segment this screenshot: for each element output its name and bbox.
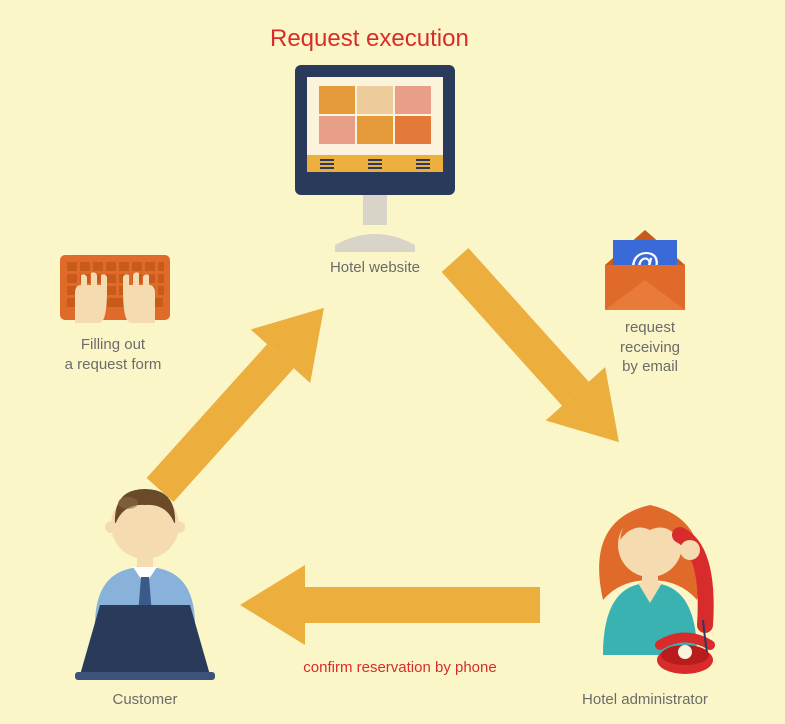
admin-icon xyxy=(555,480,745,690)
email-label: request receiving by email xyxy=(605,318,695,377)
keyboard-icon-wrap xyxy=(55,245,175,335)
computer-icon xyxy=(285,60,465,260)
fill-form-label: Filling out a request form xyxy=(48,335,178,374)
customer-node xyxy=(55,475,235,690)
email-icon: @ xyxy=(595,225,695,315)
keyboard-icon xyxy=(55,245,175,330)
admin-label: Hotel administrator xyxy=(560,690,730,710)
email-icon-wrap: @ xyxy=(595,225,695,320)
diagram-canvas: Request execution xyxy=(0,0,785,724)
hotel-website-label: Hotel website xyxy=(300,258,450,278)
admin-node xyxy=(555,480,745,695)
customer-label: Customer xyxy=(90,690,200,710)
confirm-phone-label: confirm reservation by phone xyxy=(270,658,530,678)
customer-icon xyxy=(55,475,235,685)
hotel-website-node xyxy=(285,60,465,265)
